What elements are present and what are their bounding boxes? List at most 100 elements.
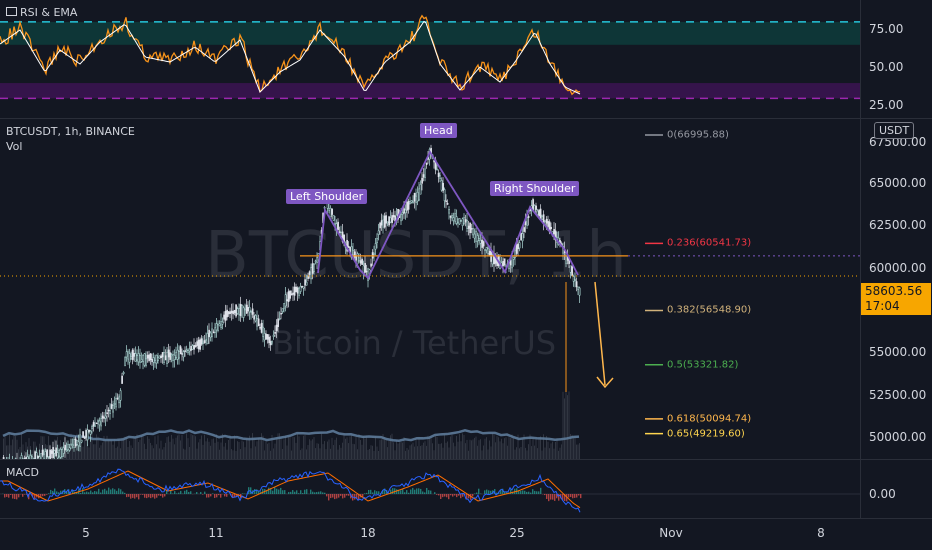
candle <box>257 318 260 327</box>
candle <box>407 201 410 210</box>
fib-level-label[interactable]: 0.65(49219.60) <box>667 428 745 440</box>
macd-pane[interactable]: MACD <box>0 460 860 518</box>
fib-level-label[interactable]: 0.236(60541.73) <box>667 237 752 249</box>
pane-separator[interactable] <box>0 118 932 119</box>
price-pane[interactable]: BTCUSDT, 1h Bitcoin / TetherUS BTCUSDT, … <box>0 119 860 459</box>
price-chart <box>0 134 860 459</box>
macd-histogram-bar <box>552 494 554 500</box>
symbol-legend[interactable]: BTCUSDT, 1h, BINANCE <box>6 125 135 138</box>
volume-bar <box>258 437 259 459</box>
time-axis[interactable] <box>0 519 860 550</box>
macd-histogram-bar <box>408 492 410 494</box>
candle <box>2 457 5 459</box>
right-shoulder-label[interactable]: Right Shoulder <box>490 181 580 196</box>
price-tick: 60000.00 <box>869 261 927 275</box>
volume-bar <box>99 447 100 459</box>
volume-bar <box>564 398 565 459</box>
candle <box>176 349 179 360</box>
candle <box>338 231 341 233</box>
candle <box>37 456 39 458</box>
macd-histogram-bar <box>58 492 60 494</box>
candle <box>577 286 579 290</box>
volume-bar <box>514 449 516 459</box>
volume-bar <box>192 435 193 459</box>
volume-bar <box>544 447 546 459</box>
volume-bar <box>112 444 114 459</box>
candle <box>242 307 245 318</box>
macd-histogram-bar <box>120 489 122 494</box>
macd-histogram-bar <box>328 494 330 501</box>
macd-histogram-bar <box>330 494 332 499</box>
price-tick: 62500.00 <box>869 218 927 232</box>
volume-bar <box>198 442 199 459</box>
candle <box>473 233 476 239</box>
fib-level-label[interactable]: 0.5(53321.82) <box>667 359 739 371</box>
macd-histogram-bar <box>254 489 256 494</box>
macd-scale[interactable]: 0.00 <box>860 460 932 518</box>
price-tick: 52500.00 <box>869 388 927 402</box>
pane-separator[interactable] <box>0 459 932 460</box>
candle <box>482 241 485 247</box>
volume-bar <box>409 445 411 459</box>
candle <box>251 308 254 315</box>
macd-histogram-bar <box>268 487 270 494</box>
candle <box>227 311 230 315</box>
candle <box>152 357 155 363</box>
macd-histogram-bar <box>570 494 572 498</box>
macd-histogram-bar <box>322 492 324 494</box>
macd-histogram-bar <box>166 490 168 494</box>
currency-button[interactable]: USDT <box>874 122 915 139</box>
macd-histogram-bar <box>80 492 82 494</box>
macd-histogram-bar <box>276 488 278 494</box>
candle <box>302 286 305 289</box>
macd-histogram-bar <box>424 492 426 494</box>
candle <box>313 263 315 272</box>
macd-histogram-bar <box>372 492 374 494</box>
macd-histogram-bar <box>296 490 298 494</box>
volume-bar <box>73 447 75 459</box>
macd-histogram-bar <box>374 490 376 494</box>
macd-histogram-bar <box>496 492 498 494</box>
candle <box>392 215 395 218</box>
candle <box>269 341 272 346</box>
candle <box>184 350 186 352</box>
candle <box>347 245 350 248</box>
left-shoulder-label[interactable]: Left Shoulder <box>286 189 368 204</box>
candle <box>133 352 135 357</box>
volume-bar <box>40 436 42 459</box>
volume-legend[interactable]: Vol <box>6 140 23 153</box>
rsi-legend[interactable]: RSI & EMA <box>6 6 77 19</box>
candle <box>197 339 200 350</box>
volume-bar <box>175 437 177 459</box>
volume-bar <box>565 385 567 459</box>
rsi-tick: 25.00 <box>869 98 904 112</box>
fib-level-label[interactable]: 0.618(50094.74) <box>667 413 752 425</box>
candle <box>310 267 312 280</box>
candle <box>61 449 63 457</box>
macd-histogram-bar <box>460 494 462 499</box>
volume-bar <box>148 438 150 459</box>
macd-histogram-bar <box>310 489 312 494</box>
candle <box>290 293 293 296</box>
candle <box>127 351 129 360</box>
volume-bar <box>402 442 403 459</box>
candle <box>221 321 224 325</box>
fib-level-label[interactable]: 0(66995.88) <box>667 129 729 141</box>
candle <box>163 352 165 363</box>
candle <box>278 318 281 320</box>
candle <box>52 447 54 458</box>
candle <box>124 357 126 366</box>
volume-bar <box>33 441 34 459</box>
macd-histogram-bar <box>500 489 502 494</box>
macd-histogram-bar <box>546 494 548 499</box>
candle <box>58 450 60 457</box>
macd-legend[interactable]: MACD <box>6 466 39 479</box>
rsi-pane[interactable]: RSI & EMA <box>0 0 860 118</box>
candle <box>374 243 377 250</box>
fib-level-label[interactable]: 0.382(56548.90) <box>667 304 752 316</box>
macd-histogram-bar <box>578 494 580 496</box>
head-label[interactable]: Head <box>420 123 457 138</box>
macd-histogram-bar <box>98 488 100 494</box>
candle <box>103 417 105 419</box>
rsi-price-scale[interactable]: 75.00 50.00 25.00 <box>860 0 932 118</box>
